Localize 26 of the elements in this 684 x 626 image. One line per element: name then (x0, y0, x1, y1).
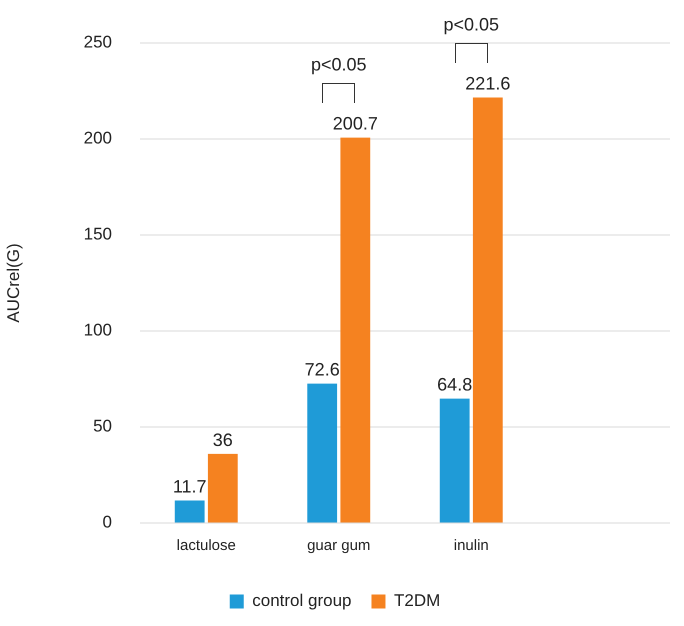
legend-label: control group (252, 591, 352, 610)
bar (174, 500, 205, 522)
bar (307, 384, 338, 522)
legend-label: T2DM (394, 591, 440, 610)
y-tick-label: 0 (102, 512, 112, 532)
y-tick-label: 200 (84, 128, 112, 148)
text: p<0.05 (443, 14, 500, 34)
data-label: 221.6 (465, 73, 510, 94)
x-tick-label: lactulose (176, 537, 236, 554)
y-axis-title: AUCrel(G) (4, 243, 23, 323)
annotation: p<0.05 (310, 54, 367, 75)
x-tick-label: guar gum (307, 537, 370, 554)
data-label: 64.8 (437, 374, 472, 395)
y-tick-label: 150 (84, 224, 112, 244)
bar (472, 98, 503, 522)
data-label: 36 (212, 430, 233, 450)
y-tick-label: 100 (84, 320, 112, 340)
bar (440, 398, 470, 522)
bar (340, 138, 370, 522)
data-label: 200.7 (332, 114, 378, 134)
data-label: 72.6 (304, 360, 340, 380)
x-tick-label: inulin (454, 537, 489, 554)
data-label: 11.7 (172, 476, 207, 497)
y-tick-label: 50 (93, 416, 112, 436)
bar (208, 454, 238, 522)
y-tick-label: 250 (84, 32, 112, 52)
